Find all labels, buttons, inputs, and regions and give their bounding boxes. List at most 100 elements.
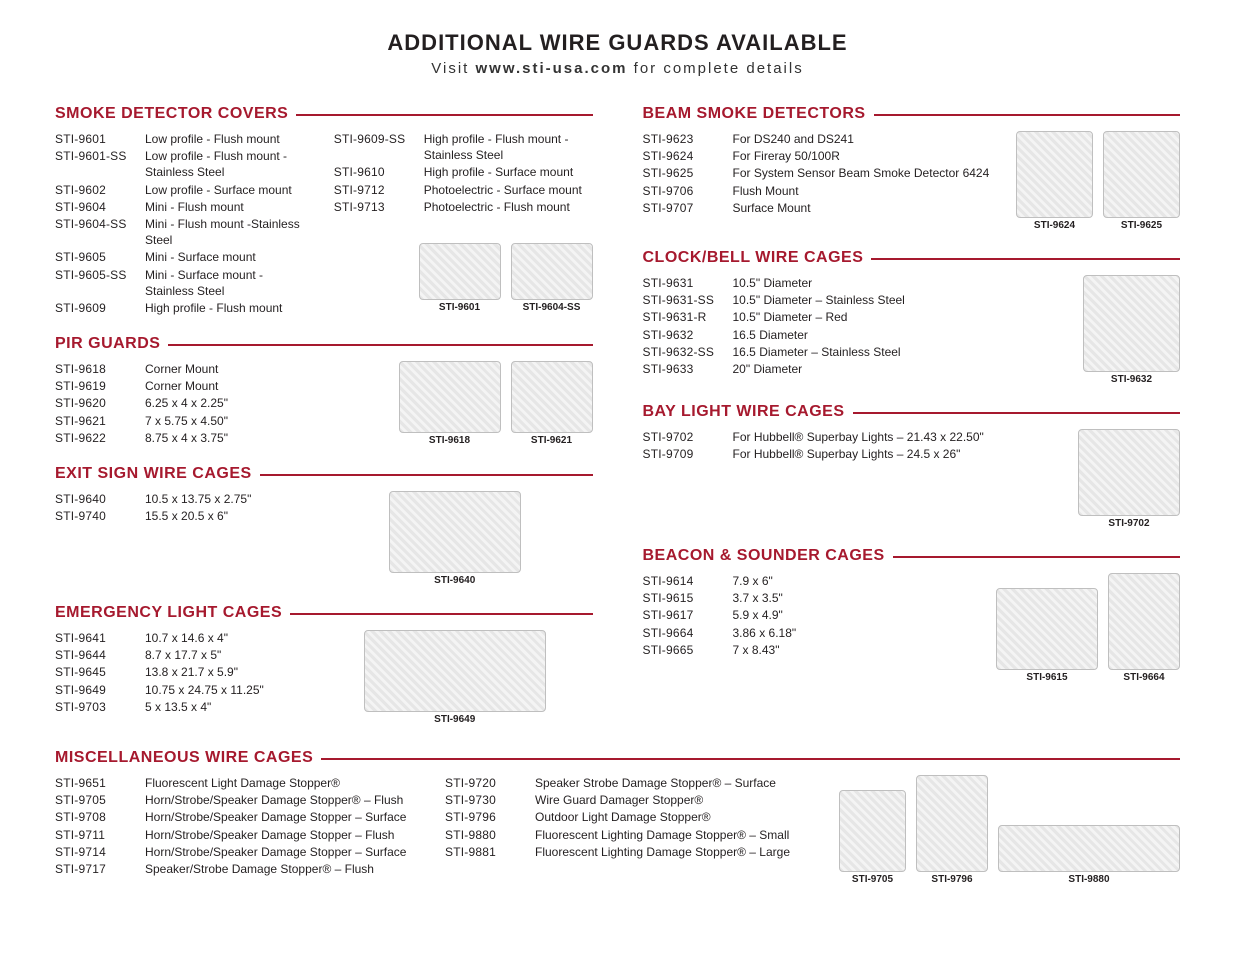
section-title: BAY LIGHT WIRE CAGES bbox=[643, 403, 1181, 421]
sku: STI-9631-R bbox=[643, 309, 721, 325]
product-row: STI-9881Fluorescent Lighting Damage Stop… bbox=[445, 844, 805, 860]
section-smoke-detector-covers: SMOKE DETECTOR COVERS STI-9601 Low profil… bbox=[55, 105, 593, 317]
description: Mini - Surface mount bbox=[145, 249, 314, 265]
list: STI-964010.5 x 13.75 x 2.75"STI-974015.5… bbox=[55, 491, 305, 525]
product-row: STI-9605-SSMini - Surface mount - Stainl… bbox=[55, 267, 314, 299]
sku: STI-9620 bbox=[55, 395, 133, 411]
description: Low profile - Flush mount bbox=[145, 131, 314, 147]
product-row: STI-963216.5 Diameter bbox=[643, 327, 1072, 343]
product-row: STI-9620 6.25 x 4 x 2.25" bbox=[55, 395, 305, 411]
image-placeholder bbox=[1103, 131, 1180, 218]
image-caption: STI-9615 bbox=[1026, 672, 1067, 683]
description: For DS240 and DS241 bbox=[733, 131, 1005, 147]
title-rule bbox=[290, 613, 592, 615]
title-rule bbox=[853, 412, 1180, 414]
sku: STI-9644 bbox=[55, 647, 133, 663]
sku: STI-9709 bbox=[643, 446, 721, 462]
image-placeholder bbox=[998, 825, 1180, 872]
image-caption: STI-9640 bbox=[434, 575, 475, 586]
image-placeholder bbox=[511, 243, 593, 300]
title-rule bbox=[874, 114, 1180, 116]
section-bay-light: BAY LIGHT WIRE CAGES STI-9702For Hubbell… bbox=[643, 403, 1181, 529]
list: STI-963110.5" DiameterSTI-9631-SS10.5" D… bbox=[643, 275, 1072, 378]
image-caption: STI-9796 bbox=[931, 874, 972, 885]
title-rule bbox=[260, 474, 593, 476]
title-text: PIR GUARDS bbox=[55, 335, 160, 353]
description: 16.5 Diameter bbox=[733, 327, 1072, 343]
sku: STI-9609 bbox=[55, 300, 133, 316]
image-caption: STI-9604-SS bbox=[523, 302, 581, 313]
product-row: STI-9730 Wire Guard Damager Stopper® bbox=[445, 792, 805, 808]
sku: STI-9617 bbox=[643, 607, 721, 623]
sku: STI-9604 bbox=[55, 199, 133, 215]
product-row: STI-9708Horn/Strobe/Speaker Damage Stopp… bbox=[55, 809, 415, 825]
sku: STI-9705 bbox=[55, 792, 133, 808]
description: Low profile - Flush mount - Stainless St… bbox=[145, 148, 314, 180]
product-row: STI-96153.7 x 3.5" bbox=[643, 590, 853, 606]
list: STI-964110.7 x 14.6 x 4"STI-96448.7 x 17… bbox=[55, 630, 305, 716]
description: 20" Diameter bbox=[733, 361, 1072, 377]
product-image: STI-9880 bbox=[998, 825, 1180, 885]
product-image: STI-9664 bbox=[1108, 573, 1180, 683]
sku: STI-9619 bbox=[55, 378, 133, 394]
product-row: STI-9702For Hubbell® Superbay Lights – 2… bbox=[643, 429, 1067, 445]
sku: STI-9610 bbox=[334, 164, 412, 180]
subtitle-suffix: for complete details bbox=[627, 60, 803, 77]
page: ADDITIONAL WIRE GUARDS AVAILABLE Visit w… bbox=[0, 0, 1235, 933]
description: 10.5 x 13.75 x 2.75" bbox=[145, 491, 305, 507]
sku: STI-9720 bbox=[445, 775, 523, 791]
images: STI-9601 STI-9604-SS bbox=[334, 243, 593, 313]
description: High profile - Flush mount - Stainless S… bbox=[424, 131, 593, 163]
sku: STI-9740 bbox=[55, 508, 133, 524]
images: STI-9705STI-9796STI-9880 bbox=[839, 775, 1180, 885]
section-misc: MISCELLANEOUS WIRE CAGES STI-9651Fluores… bbox=[55, 749, 1180, 885]
description: Horn/Strobe/Speaker Damage Stopper – Sur… bbox=[145, 809, 415, 825]
description: 6.25 x 4 x 2.25" bbox=[145, 395, 305, 411]
sku: STI-9713 bbox=[334, 199, 412, 215]
image-caption: STI-9621 bbox=[531, 435, 572, 446]
product-image: STI-9624 bbox=[1016, 131, 1093, 231]
section-beam-smoke: BEAM SMOKE DETECTORS STI-9623For DS240 a… bbox=[643, 105, 1181, 231]
product-row: STI-9714Horn/Strobe/Speaker Damage Stopp… bbox=[55, 844, 415, 860]
image-caption: STI-9702 bbox=[1108, 518, 1149, 529]
image-caption: STI-9601 bbox=[439, 302, 480, 313]
description: 8.7 x 17.7 x 5" bbox=[145, 647, 305, 663]
product-row: STI-9711Horn/Strobe/Speaker Damage Stopp… bbox=[55, 827, 415, 843]
description: Fluorescent Light Damage Stopper® bbox=[145, 775, 415, 791]
sku: STI-9605-SS bbox=[55, 267, 133, 299]
product-row: STI-96228.75 x 4 x 3.75" bbox=[55, 430, 305, 446]
title-text: CLOCK/BELL WIRE CAGES bbox=[643, 249, 864, 267]
product-row: STI-9651Fluorescent Light Damage Stopper… bbox=[55, 775, 415, 791]
section-clock-bell: CLOCK/BELL WIRE CAGES STI-963110.5" Diam… bbox=[643, 249, 1181, 385]
section-beacon-sounder: BEACON & SOUNDER CAGES STI-96147.9 x 6"S… bbox=[643, 547, 1181, 683]
misc-lists: STI-9651Fluorescent Light Damage Stopper… bbox=[55, 775, 819, 878]
description: Photoelectric - Flush mount bbox=[424, 199, 593, 215]
image-caption: STI-9880 bbox=[1068, 874, 1109, 885]
description: 3.86 x 6.18" bbox=[733, 625, 853, 641]
description: 15.5 x 20.5 x 6" bbox=[145, 508, 305, 524]
product-image: STI-9604-SS bbox=[511, 243, 593, 313]
description: Mini - Flush mount bbox=[145, 199, 314, 215]
section-title: BEACON & SOUNDER CAGES bbox=[643, 547, 1181, 565]
list: STI-9623For DS240 and DS241STI-9624For F… bbox=[643, 131, 1005, 217]
sku: STI-9631 bbox=[643, 275, 721, 291]
image-placeholder bbox=[419, 243, 501, 300]
sku: STI-9730 bbox=[445, 792, 523, 808]
image-placeholder bbox=[996, 588, 1098, 670]
description: 8.75 x 4 x 3.75" bbox=[145, 430, 305, 446]
description: Wire Guard Damager Stopper® bbox=[535, 792, 805, 808]
description: 7 x 8.43" bbox=[733, 642, 853, 658]
sku: STI-9615 bbox=[643, 590, 721, 606]
subtitle-link[interactable]: www.sti-usa.com bbox=[476, 60, 628, 77]
product-row: STI-9720Speaker Strobe Damage Stopper® –… bbox=[445, 775, 805, 791]
title-rule bbox=[321, 758, 1180, 760]
image-caption: STI-9632 bbox=[1111, 374, 1152, 385]
image-placeholder bbox=[1083, 275, 1180, 372]
title-text: SMOKE DETECTOR COVERS bbox=[55, 105, 288, 123]
sku: STI-9711 bbox=[55, 827, 133, 843]
image-placeholder bbox=[511, 361, 593, 433]
description: High profile - Surface mount bbox=[424, 164, 593, 180]
images: STI-9632 bbox=[1083, 275, 1180, 385]
image-caption: STI-9664 bbox=[1123, 672, 1164, 683]
product-row: STI-9712Photoelectric - Surface mount bbox=[334, 182, 593, 198]
